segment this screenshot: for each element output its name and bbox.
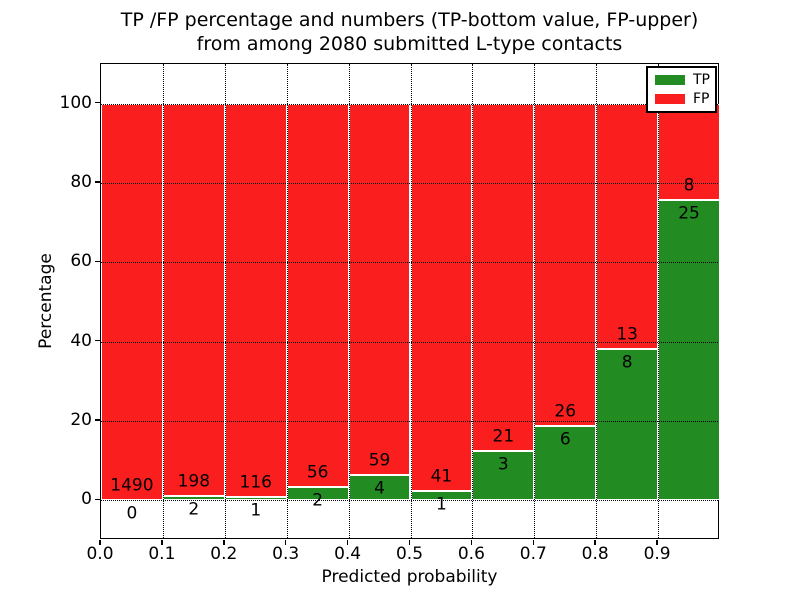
bar-label-tp-count: 25 [678,203,700,224]
h-gridline [101,341,718,343]
x-tick [223,540,225,545]
bar-label-fp-count: 59 [368,450,391,471]
h-gridline [101,500,718,502]
legend-swatch-tp [655,75,685,86]
legend-row: FP [655,90,710,107]
x-tick-label: 0.2 [210,544,238,564]
bar-segment-tp [596,349,659,501]
bar-label-tp-count: 4 [374,478,385,499]
bar-label-fp-count: 41 [430,466,453,487]
bar-label-tp-count: 2 [188,499,200,520]
bar-label-tp-count: 1 [250,500,262,521]
v-gridline [596,64,598,538]
v-gridline [348,64,350,538]
bar-label-fp-count: 8 [683,175,695,196]
x-tick [161,540,163,545]
legend-swatch-fp [655,93,685,104]
v-gridline [224,64,226,538]
legend: TP FP [646,66,717,113]
bar-label-fp-count: 56 [306,462,329,483]
bar-segment-fp [410,103,473,491]
x-tick-label: 0.1 [148,544,176,564]
legend-row: TP [655,72,710,89]
plot-area: 1490 0 198 2 116 1 56 2 59 4 41 1 21 3 26 6 13 8 8 25 [100,63,720,539]
y-tick [95,498,100,501]
bar-label-fp-count: 116 [239,472,272,493]
x-tick [346,540,349,545]
bar-segment-tp [472,450,535,501]
chart-title: TP /FP percentage and numbers (TP-bottom… [100,8,719,56]
y-tick-label: 60 [70,251,92,272]
y-tick [95,181,100,183]
v-gridline [410,64,412,538]
x-axis-label: Predicted probability [321,567,498,587]
h-gridline [101,183,718,184]
x-tick [408,540,411,545]
v-gridline [658,64,660,538]
y-tick-label: 100 [59,92,92,113]
x-tick-label: 0.6 [457,544,485,564]
y-tick-label: 20 [70,410,92,430]
y-tick [95,339,100,342]
bar-segment-fp [286,103,349,487]
bar-label-tp-count: 2 [312,490,324,511]
y-tick-label: 0 [81,489,92,510]
bar-label-fp-count: 1490 [110,475,154,496]
bar-segment-fp [224,103,287,497]
h-gridline [101,103,718,105]
x-tick-label: 0.0 [86,544,114,564]
v-gridline [472,64,474,538]
bar-segment-fp [348,103,411,476]
x-tick [470,540,473,545]
y-tick-label: 40 [70,330,92,351]
bar-segment-fp [472,103,535,451]
bar-segment-fp [596,103,659,350]
x-tick-label: 0.4 [334,544,362,564]
v-gridline [286,64,288,538]
bar-label-fp-count: 21 [492,426,515,447]
h-gridline [101,262,718,264]
y-tick [95,419,100,421]
bar-label-tp-count: 0 [126,503,138,524]
bar-label-tp-count: 1 [436,494,447,515]
bar-segment-fp [162,103,225,497]
y-tick [95,260,100,263]
x-tick [99,540,101,545]
x-tick [532,540,535,545]
x-tick-label: 0.9 [643,544,671,564]
bar-segment-fp [534,103,597,426]
bar-label-fp-count: 198 [177,471,211,492]
legend-label: TP [693,72,710,89]
bar-label-tp-count: 8 [621,352,633,373]
y-tick-label: 80 [70,172,92,192]
bar-segment-tp [658,199,720,501]
y-tick [95,101,100,104]
bar-label-tp-count: 3 [497,454,509,475]
legend-label: FP [693,90,710,107]
x-tick [594,540,596,545]
bar-label-fp-count: 26 [554,401,577,422]
chart-title-line-2: from among 2080 submitted L-type contact… [196,33,623,55]
v-gridline [162,64,164,538]
v-gridline [534,64,536,538]
x-tick-label: 0.7 [519,544,547,564]
h-gridline [101,421,718,422]
bar-label-fp-count: 13 [616,324,638,345]
bar-label-tp-count: 6 [559,429,571,450]
x-tick-label: 0.8 [581,544,609,564]
x-tick-label: 0.3 [272,544,300,564]
x-tick [656,540,658,545]
bar-segment-fp [101,103,163,501]
chart-title-line-1: TP /FP percentage and numbers (TP-bottom… [120,9,699,31]
x-tick [284,540,287,545]
x-tick-label: 0.5 [395,544,424,564]
